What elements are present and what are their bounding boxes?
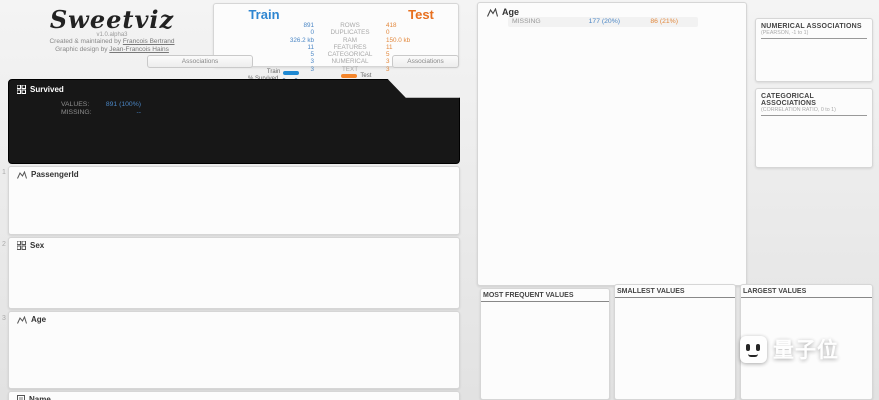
feature-title: Name (29, 395, 51, 400)
feature-title: Age (31, 315, 47, 324)
feature-card-sex[interactable]: Sex (8, 237, 460, 309)
train-value: 3 (310, 58, 314, 66)
feature-card-passengerid[interactable]: PassengerId (8, 166, 460, 235)
associations-button-train[interactable]: Associations (147, 55, 253, 68)
train-column-header: Train (248, 7, 280, 22)
stat-row: MISSING: -- (61, 109, 191, 117)
watermark-text: 量子位 (773, 339, 839, 362)
feature-index: 3 (2, 315, 6, 322)
missing-label: MISSING (512, 18, 541, 25)
legend-test-label: Test (360, 73, 372, 79)
survived-stats: VALUES: 891 (100%) MISSING: -- (61, 101, 191, 122)
numeric-feature-icon (17, 315, 27, 324)
train-value: -- (136, 109, 141, 117)
test-value: 418 (386, 22, 397, 29)
test-value: 150.0 kb (386, 36, 411, 44)
train-value: 891 (303, 22, 314, 29)
table-title: MOST FREQUENT VALUES (481, 289, 609, 302)
train-value: 326.2 kb (289, 36, 314, 44)
train-value: 0 (310, 29, 314, 37)
categorical-feature-icon (17, 85, 26, 94)
summary-table: 891 ROWS 418 0 DUPLICATES 0 326.2 kb RAM 150.0 k… (214, 22, 458, 73)
summary-label: TEXT (341, 65, 359, 73)
credit-line-1: Created & maintained by Francois Bertran… (22, 38, 202, 46)
summary-label: RAM (343, 36, 357, 44)
summary-row: 3 NUMERICAL 3 (214, 58, 458, 65)
test-value: 11 (386, 43, 393, 51)
summary-row: 891 ROWS 418 (214, 22, 458, 29)
test-value (141, 101, 191, 109)
train-value: 891 (100%) (105, 101, 141, 108)
summary-label: NUMERICAL (331, 58, 369, 66)
app-logo: Sweetviz v1.0.alpha3 Created & maintaine… (22, 5, 202, 54)
stat-row: VALUES: 891 (100%) (61, 101, 191, 109)
train-color-swatch (283, 70, 300, 75)
app-version: v1.0.alpha3 (96, 32, 128, 38)
feature-index: 2 (2, 241, 6, 248)
summary-row: 3 TEXT 3 (214, 66, 458, 73)
stat-label: VALUES: (61, 101, 90, 108)
categorical-associations-panel: CATEGORICAL ASSOCIATIONS (CORRELATION RA… (755, 88, 873, 168)
numeric-feature-icon (17, 170, 27, 179)
panel-title: NUMERICAL ASSOCIATIONS (761, 23, 862, 30)
train-value: 3 (310, 65, 314, 73)
summary-row: 326.2 kb RAM 150.0 kb (214, 37, 458, 44)
train-value: 11 (307, 43, 314, 51)
test-value (141, 109, 191, 117)
feature-card-survived[interactable]: Survived VALUES: 891 (100%) MISSING: -- (8, 79, 460, 164)
feature-title: PassengerId (31, 170, 79, 179)
legend-train-label: Train (266, 69, 281, 75)
smallest-values-table: SMALLEST VALUES (614, 284, 736, 400)
test-column-header: Test (408, 7, 434, 22)
feature-title: Survived (30, 85, 64, 94)
summary-label: DUPLICATES (330, 29, 370, 37)
credit1-prefix: Created & maintained by (49, 38, 123, 45)
table-title: LARGEST VALUES (741, 285, 872, 298)
watermark-logo-icon (740, 335, 767, 363)
feature-card-name[interactable]: Name (8, 391, 460, 400)
feature-title: Sex (30, 241, 45, 250)
numeric-feature-icon (487, 7, 498, 17)
summary-row: 11 FEATURES 11 (214, 44, 458, 51)
age-detail-card: Age MISSING 177 (20%) 86 (21%) (477, 2, 747, 286)
credit2-prefix: Graphic design by (55, 46, 110, 53)
app-title: Sweetviz (49, 5, 175, 34)
test-value: 3 (386, 58, 390, 66)
detail-missing-row: MISSING 177 (20%) 86 (21%) (508, 17, 698, 27)
table-title: SMALLEST VALUES (615, 285, 735, 298)
summary-row: 5 CATEGORICAL 5 (214, 51, 458, 58)
credit-line-2: Graphic design by Jean-Francois Hains (22, 46, 202, 54)
credit1-link[interactable]: Francois Bertrand (122, 38, 175, 45)
associations-button-test[interactable]: Associations (392, 55, 459, 68)
detail-title: Age (502, 7, 520, 17)
summary-label: ROWS (340, 22, 360, 29)
panel-title: CATEGORICAL ASSOCIATIONS (761, 93, 817, 107)
most-frequent-values-table: MOST FREQUENT VALUES (480, 288, 610, 400)
summary-label: FEATURES (333, 43, 367, 51)
panel-subtitle: (CORRELATION RATIO, 0 to 1) (761, 107, 836, 113)
missing-train-value: 177 (20%) (588, 18, 620, 25)
test-value: 5 (386, 51, 390, 59)
missing-test-value: 86 (21%) (650, 18, 678, 25)
categorical-feature-icon (17, 241, 26, 250)
feature-index: 1 (2, 169, 6, 176)
summary-row: 0 DUPLICATES 0 (214, 29, 458, 36)
panel-subtitle: (PEARSON, -1 to 1) (761, 30, 809, 36)
credit2-link[interactable]: Jean-Francois Hains (109, 46, 169, 53)
summary-label: CATEGORICAL (327, 51, 373, 59)
feature-card-age[interactable]: Age (8, 311, 460, 389)
text-feature-icon (17, 395, 25, 400)
stat-label: MISSING: (61, 109, 92, 117)
test-value: 0 (386, 29, 390, 37)
train-value: 5 (310, 51, 314, 59)
test-value: 3 (386, 65, 390, 73)
numerical-associations-panel: NUMERICAL ASSOCIATIONS (PEARSON, -1 to 1… (755, 18, 873, 82)
watermark: 量子位 (740, 334, 839, 364)
test-color-swatch (341, 74, 358, 78)
